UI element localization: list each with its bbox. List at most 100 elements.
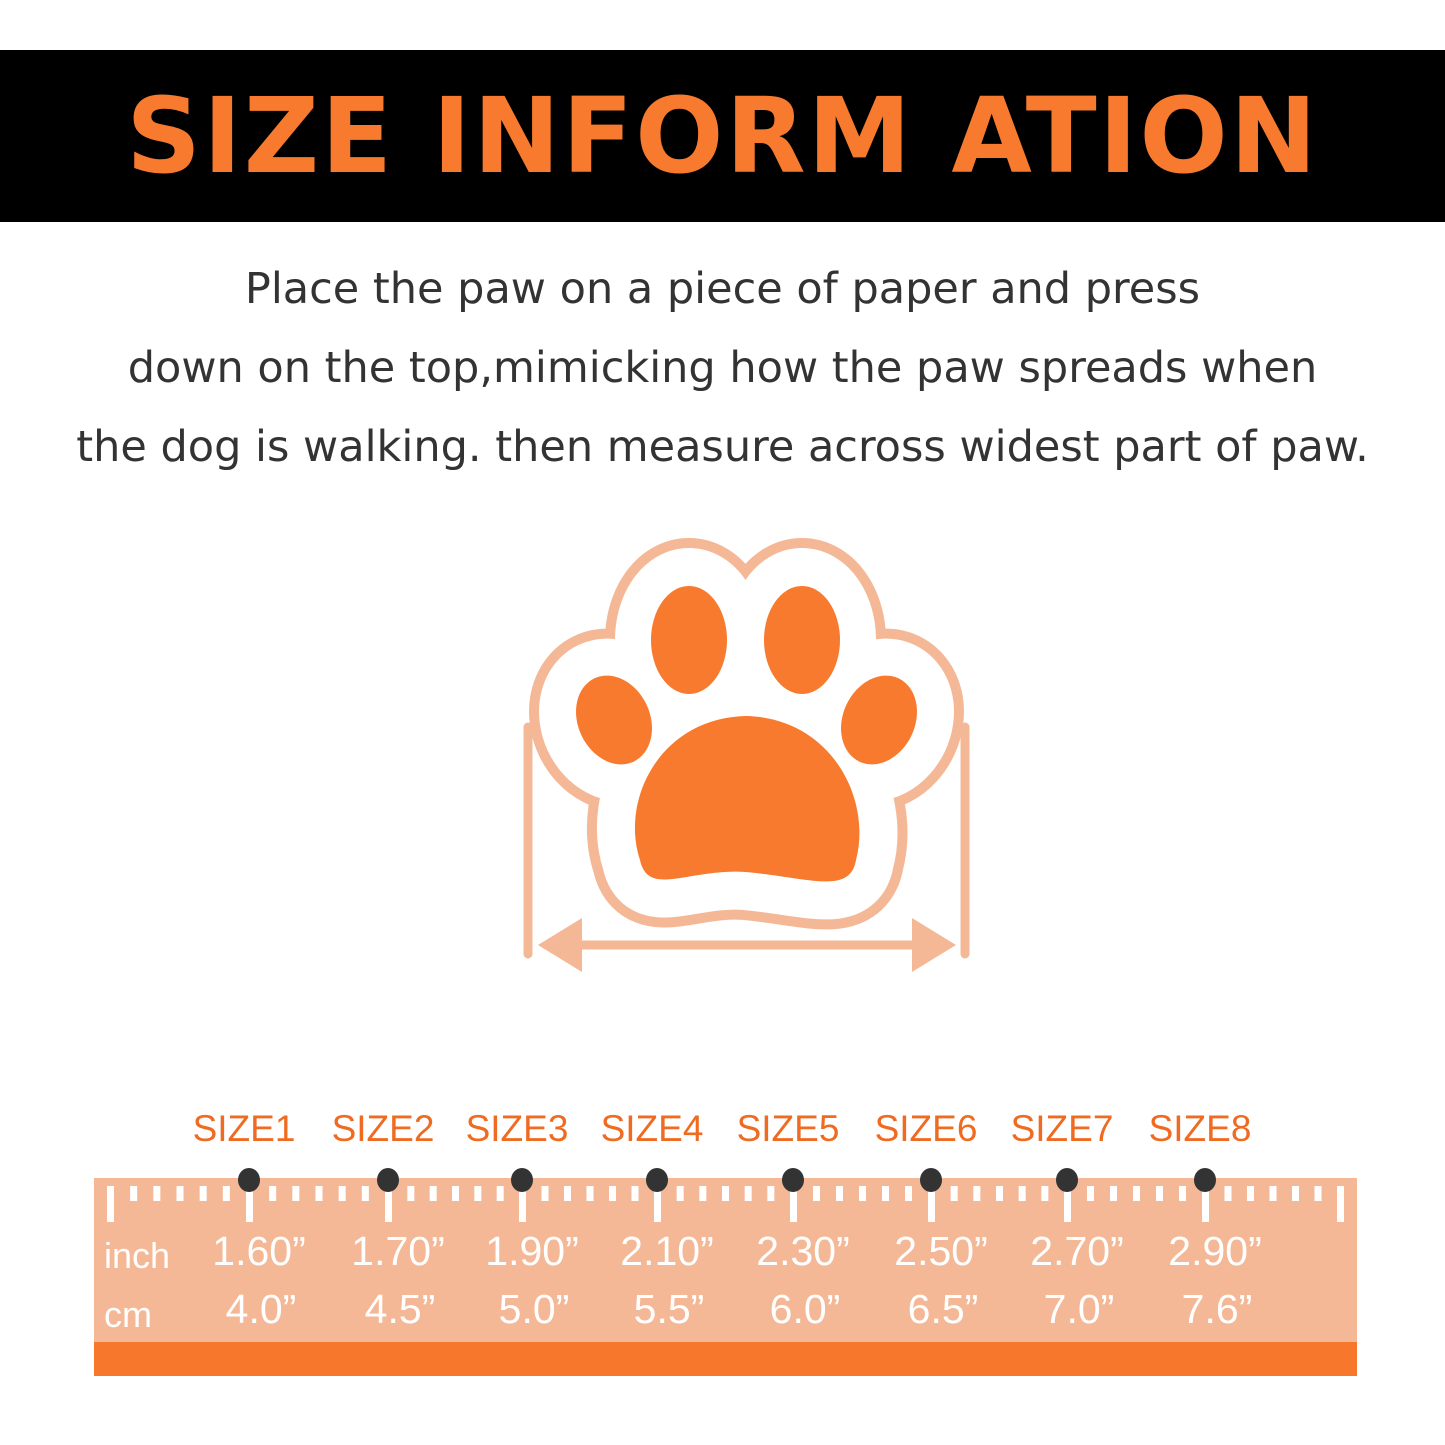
ruler-major-tick	[385, 1186, 392, 1222]
ruler-minor-tick	[176, 1186, 184, 1201]
ruler-bar	[94, 1342, 1357, 1376]
ruler-minor-tick	[1179, 1186, 1186, 1201]
ruler-minor-tick	[541, 1186, 549, 1201]
ruler-major-tick	[790, 1186, 797, 1222]
cm-value: 7.0”	[1043, 1286, 1115, 1332]
ruler-minor-tick	[1292, 1186, 1299, 1201]
inch-value: 2.50”	[894, 1228, 988, 1274]
ruler-minor-tick	[1156, 1186, 1163, 1201]
instruction-line: down on the top,mimicking how the paw sp…	[127, 343, 1318, 393]
ruler-minor-tick	[882, 1186, 889, 1201]
ruler-minor-tick	[429, 1186, 437, 1201]
ruler-minor-tick	[338, 1186, 346, 1201]
ruler-end-tick	[107, 1186, 114, 1222]
instruction-line: Place the paw on a piece of paper and pr…	[244, 264, 1201, 314]
ruler-minor-tick	[130, 1186, 138, 1201]
ruler-minor-tick	[1314, 1186, 1322, 1201]
ruler-minor-tick	[767, 1186, 775, 1201]
ruler-minor-tick	[905, 1186, 912, 1201]
ruler-minor-tick	[631, 1186, 639, 1201]
size-marker-dot	[377, 1168, 399, 1192]
ruler-minor-tick	[699, 1186, 707, 1201]
size-marker-dot	[238, 1168, 260, 1192]
ruler-minor-tick	[1247, 1186, 1254, 1201]
inch-value: 1.60”	[212, 1228, 306, 1274]
size-label: SIZE6	[874, 1108, 978, 1149]
ruler-minor-tick	[361, 1186, 369, 1201]
page-title: SIZE INFORM ATION	[126, 75, 1319, 197]
ruler-minor-tick	[1110, 1186, 1117, 1201]
inch-value: 2.10”	[620, 1228, 714, 1274]
ruler-minor-tick	[474, 1186, 482, 1201]
size-marker-dot	[920, 1168, 942, 1192]
size-label: SIZE8	[1148, 1108, 1252, 1149]
inch-value: 2.90”	[1168, 1228, 1262, 1274]
ruler-minor-tick	[269, 1186, 277, 1201]
ruler-minor-tick	[950, 1186, 958, 1201]
ruler-minor-tick	[744, 1186, 752, 1201]
inch-value: 2.30”	[756, 1228, 850, 1274]
ruler-minor-tick	[996, 1186, 1003, 1201]
ruler-minor-tick	[1018, 1186, 1026, 1201]
ruler-minor-tick	[222, 1186, 230, 1201]
ruler-minor-tick	[676, 1186, 684, 1201]
size-marker-dot	[1056, 1168, 1078, 1192]
ruler-minor-tick	[153, 1186, 161, 1201]
ruler-major-tick	[519, 1186, 526, 1222]
cm-value: 5.5”	[633, 1286, 705, 1332]
cm-value: 4.0”	[225, 1286, 297, 1332]
size-label: SIZE7	[1010, 1108, 1114, 1149]
width-arrow-icon	[523, 722, 970, 972]
ruler-major-tick	[654, 1186, 661, 1222]
size-marker-dot	[782, 1168, 804, 1192]
size-label: SIZE2	[331, 1108, 435, 1149]
size-marker-dot	[1194, 1168, 1216, 1192]
ruler-minor-tick	[1269, 1186, 1277, 1201]
ruler-minor-tick	[1133, 1186, 1140, 1201]
cm-value: 4.5”	[364, 1286, 436, 1332]
inch-value: 1.90”	[485, 1228, 579, 1274]
size-marker-dot	[511, 1168, 533, 1192]
inch-value: 1.70”	[351, 1228, 445, 1274]
size-label: SIZE3	[465, 1108, 569, 1149]
title-banner: SIZE INFORM ATION	[0, 50, 1445, 222]
cm-label: cm	[104, 1294, 152, 1335]
ruler-minor-tick	[496, 1186, 504, 1201]
ruler-minor-tick	[609, 1186, 616, 1201]
ruler-minor-tick	[292, 1186, 300, 1201]
ruler-minor-tick	[722, 1186, 729, 1201]
ruler-minor-tick	[407, 1186, 415, 1201]
size-label: SIZE5	[736, 1108, 840, 1149]
inch-value: 2.70”	[1030, 1228, 1124, 1274]
ruler-minor-tick	[836, 1186, 843, 1201]
ruler-minor-tick	[1041, 1186, 1049, 1201]
ruler-minor-tick	[813, 1186, 820, 1201]
cm-value: 5.0”	[498, 1286, 570, 1332]
ruler-major-tick	[928, 1186, 935, 1222]
ruler-minor-tick	[859, 1186, 866, 1201]
size-label: SIZE4	[600, 1108, 704, 1149]
ruler-major-tick	[1064, 1186, 1071, 1222]
instructions: Place the paw on a piece of paper and pr…	[0, 250, 1445, 487]
ruler-end-tick	[1337, 1186, 1344, 1222]
size-label: SIZE1	[192, 1108, 296, 1149]
ruler-minor-tick	[586, 1186, 594, 1201]
size-labels: SIZE1 SIZE2 SIZE3 SIZE4 SIZE5 SIZE6 SIZE7 SIZE8	[0, 1108, 1445, 1158]
cm-value: 6.5”	[907, 1286, 979, 1332]
size-marker-dot	[646, 1168, 668, 1192]
inch-label: inch	[104, 1235, 171, 1276]
ruler	[94, 1168, 1357, 1376]
ruler-major-tick	[1202, 1186, 1209, 1222]
ruler-minor-tick	[973, 1186, 981, 1201]
paw-print-icon	[529, 538, 964, 930]
instruction-line: the dog is walking. then measure across …	[76, 422, 1369, 472]
ruler-minor-tick	[199, 1186, 207, 1201]
ruler-minor-tick	[315, 1186, 323, 1201]
cm-value: 7.6”	[1181, 1286, 1253, 1332]
ruler-major-tick	[246, 1186, 253, 1222]
ruler-minor-tick	[1087, 1186, 1094, 1201]
ruler-minor-tick	[452, 1186, 459, 1201]
ruler-minor-tick	[564, 1186, 571, 1201]
ruler-minor-tick	[1224, 1186, 1232, 1201]
